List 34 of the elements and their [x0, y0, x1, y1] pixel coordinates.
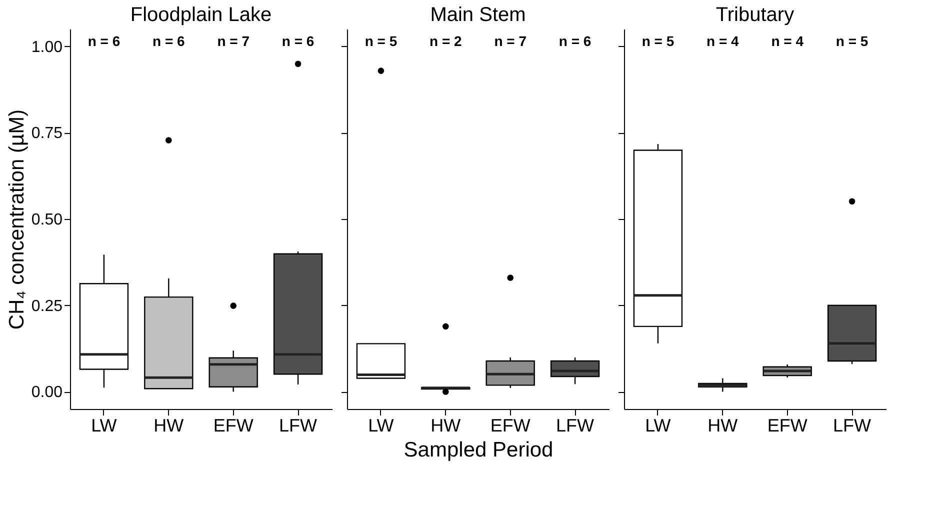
chart-title: Tributary	[716, 4, 794, 26]
annotation: n = 7	[494, 33, 527, 49]
x-tick-label: LW	[91, 416, 117, 436]
annotation: n = 6	[152, 33, 186, 49]
y-tick-label: 1.00	[31, 38, 63, 56]
y-axis-title: CH₄ concentration (µM)	[5, 109, 28, 330]
annotation: n = 7	[217, 33, 250, 49]
annotation: n = 5	[642, 33, 674, 49]
x-tick-label: LFW	[833, 416, 872, 436]
annotation: n = 5	[364, 33, 398, 49]
x-tick-label: LW	[368, 416, 394, 436]
x-tick-label: LFW	[556, 416, 594, 436]
y-tick-label: 0.25	[31, 298, 63, 315]
annotation: n = 6	[282, 33, 314, 49]
x-tick-label: EFW	[213, 416, 254, 436]
y-tick-label: 0.75	[31, 125, 63, 142]
x-tick-label: HW	[154, 416, 184, 436]
x-tick-label: HW	[430, 416, 461, 436]
x-axis-title: Sampled Period	[404, 438, 554, 462]
annotation: n = 2	[430, 33, 462, 49]
chart-title: Floodplain Lake	[130, 4, 272, 26]
annotation: n = 4	[706, 33, 740, 49]
annotation: n = 6	[558, 33, 592, 49]
y-tick-label: 0.50	[31, 212, 63, 228]
annotation: n = 5	[836, 33, 868, 49]
x-tick-label: LFW	[279, 416, 318, 436]
x-tick-label: EFW	[490, 416, 530, 436]
chart-title: Main Stem	[430, 4, 526, 26]
annotation: n = 6	[88, 33, 120, 49]
x-tick-label: HW	[708, 416, 738, 436]
annotation: n = 4	[771, 33, 804, 49]
x-tick-label: LW	[645, 416, 671, 436]
y-tick-label: 0.00	[31, 384, 63, 402]
x-tick-label: EFW	[767, 416, 808, 436]
